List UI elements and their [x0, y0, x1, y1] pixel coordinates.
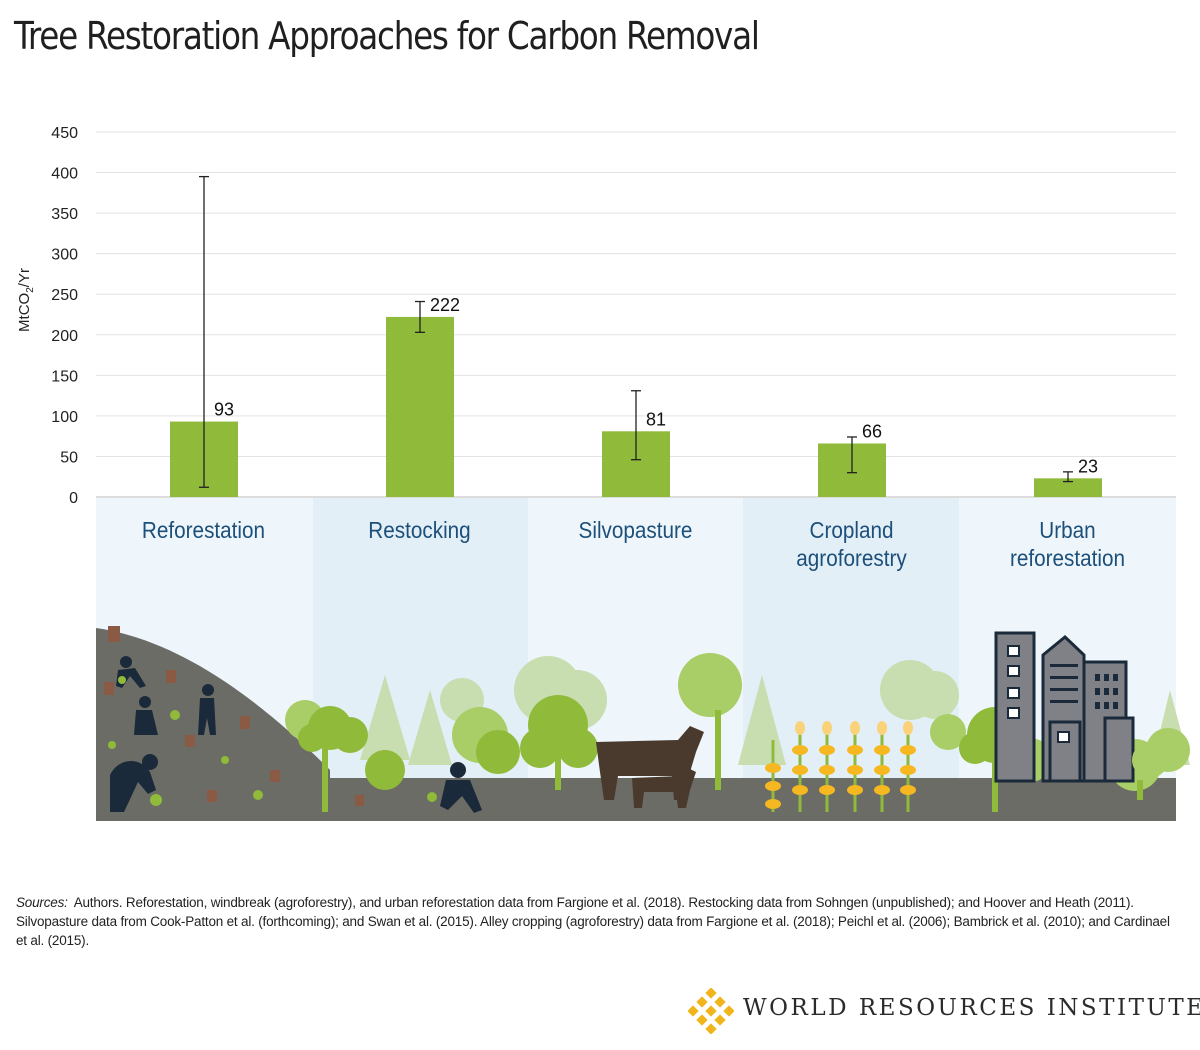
error-bars [199, 175, 1073, 488]
chart-title: Tree Restoration Approaches for Carbon R… [14, 14, 760, 58]
category-label: Urban reforestation [1009, 517, 1126, 571]
bar [1034, 478, 1102, 497]
gridlines [96, 131, 1176, 498]
bar [386, 316, 454, 497]
value-labels: 93 222 81 66 23 [214, 295, 1098, 476]
sources-note: Sources: Authors. Reforestation, windbrea… [16, 893, 1176, 950]
y-tick-label: 200 [51, 328, 78, 345]
y-tick-label: 50 [60, 449, 78, 466]
value-label: 23 [1078, 456, 1098, 476]
error-bar [1063, 471, 1073, 483]
value-label: 66 [862, 421, 882, 441]
sources-label: Sources: [16, 895, 68, 910]
error-bar [631, 390, 641, 461]
y-tick-label: 400 [51, 166, 78, 183]
error-bar [847, 436, 857, 474]
sources-text: Authors. Reforestation, windbreak (agrof… [16, 895, 1170, 948]
value-label: 93 [214, 400, 234, 420]
category-label: Silvopasture [578, 517, 693, 543]
category-label: Cropland agroforestry [796, 517, 907, 571]
error-bar [199, 175, 209, 488]
y-tick-label: 150 [51, 368, 78, 385]
y-tick-label: 250 [51, 287, 78, 304]
wri-logo-text: WORLD RESOURCES INSTITUTE [743, 995, 1200, 1021]
category-label: Reforestation [141, 517, 266, 543]
y-tick-label: 450 [51, 125, 78, 142]
y-tick-label: 100 [51, 409, 78, 426]
category-label: Restocking [368, 517, 471, 543]
value-label: 81 [646, 409, 666, 429]
value-label: 222 [430, 295, 460, 315]
building [1103, 716, 1135, 783]
building [1048, 720, 1082, 783]
y-tick-label: 0 [69, 490, 78, 507]
y-tick-label: 350 [51, 206, 78, 223]
bar-chart: 0 50 100 150 200 250 300 350 400 450 [51, 125, 1190, 821]
y-tick-label: 300 [51, 247, 78, 264]
y-tick-labels: 0 50 100 150 200 250 300 350 400 450 [51, 125, 78, 507]
error-bar [415, 300, 425, 333]
landscape-illustration [96, 626, 1190, 821]
wri-knot-icon [688, 988, 734, 1034]
